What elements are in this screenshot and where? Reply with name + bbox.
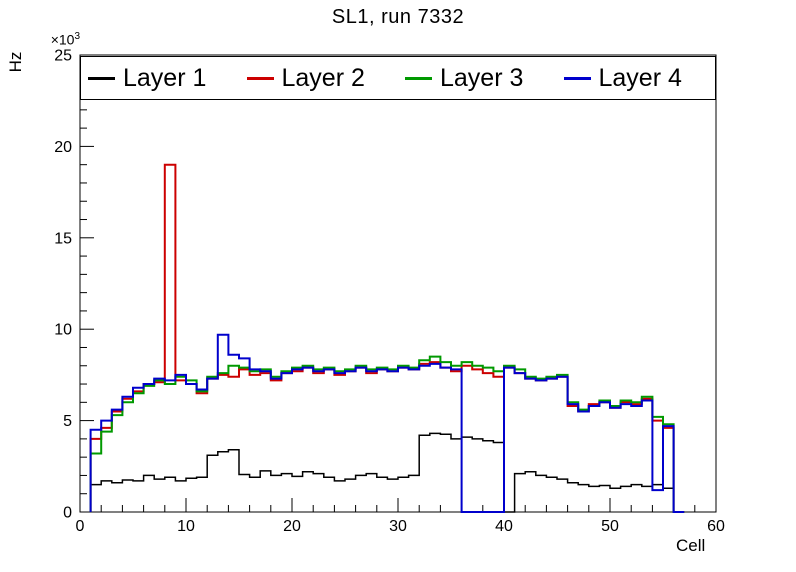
chart-title: SL1, run 7332 [331,6,465,28]
series-layer-2-path [89,163,685,513]
y-tick-label: 0 [63,505,72,522]
legend-entry-layer-4: Layer 4 [557,63,716,92]
layer-3-line-swatch [405,76,432,80]
y-tick-label: 5 [63,413,72,430]
y-axis-exponent-base: ×10 [50,31,75,48]
x-tick-label: 60 [707,518,725,535]
legend-entry-layer-3: Layer 3 [398,63,557,92]
x-tick-label: 0 [76,518,85,535]
x-tick-label: 20 [283,518,301,535]
x-tick-label: 10 [177,518,195,535]
y-axis-exponent-power: 3 [74,31,80,42]
legend-label-layer-3: Layer 3 [440,63,524,92]
series-layer-4-path [89,333,685,513]
layer-1-line-swatch [88,76,115,80]
y-axis-title: Hz [6,51,25,73]
legend-label-layer-4: Layer 4 [598,63,682,92]
y-tick-label: 15 [54,230,72,247]
layer-4-line-swatch [563,76,591,80]
y-tick-label: 25 [54,48,72,65]
y-tick-label: 20 [54,139,72,156]
legend-label-layer-1: Layer 1 [123,63,207,92]
layer-2-line-swatch [246,76,274,80]
legend-entry-layer-1: Layer 1 [81,63,240,92]
legend: Layer 1 Layer 2 Layer 3 Layer 4 [80,56,716,100]
y-tick-label: 10 [54,322,72,339]
y-axis-exponent: ×103 [42,31,80,48]
series-layer-1-path [89,432,685,513]
legend-label-layer-2: Layer 2 [281,63,365,92]
x-tick-label: 40 [495,518,513,535]
x-tick-label: 30 [389,518,407,535]
x-tick-label: 50 [601,518,619,535]
legend-entry-layer-2: Layer 2 [240,63,399,92]
x-axis-title: Cell [676,536,706,555]
